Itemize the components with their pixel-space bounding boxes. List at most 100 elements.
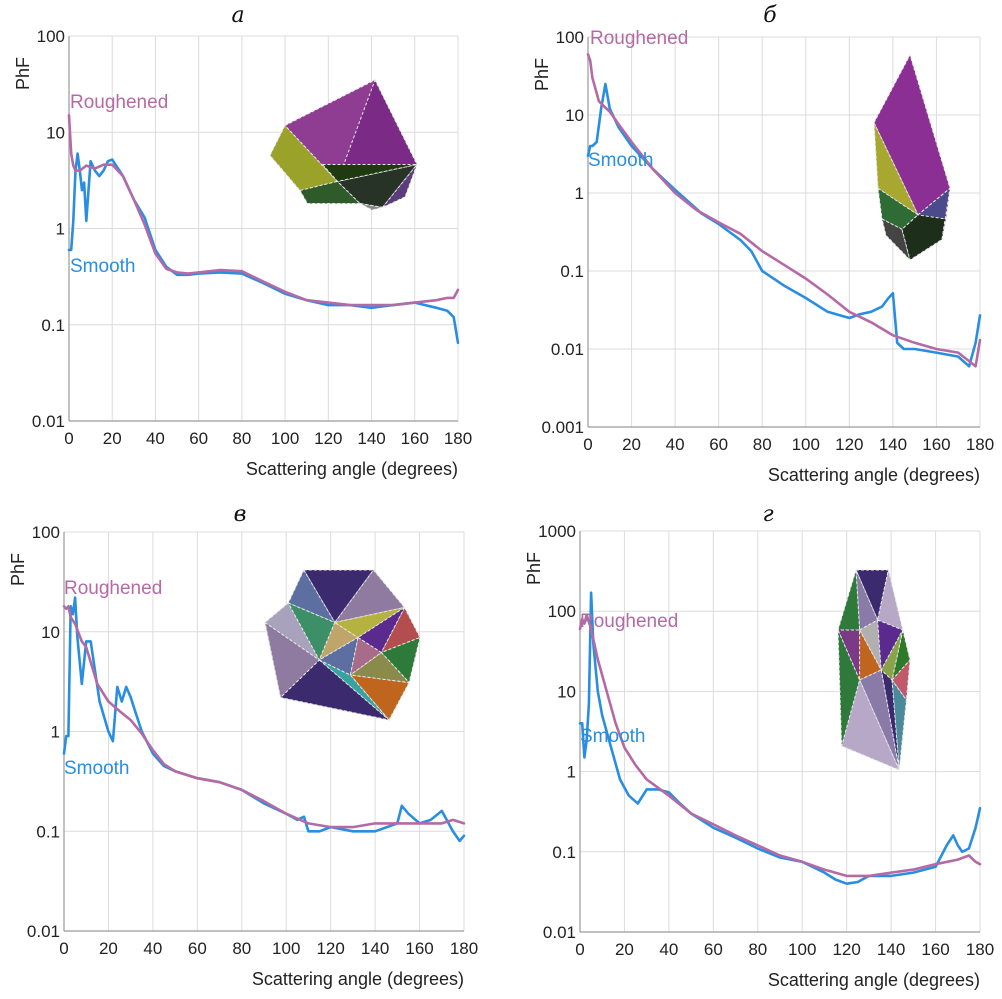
series-line-smooth (586, 82, 982, 368)
crystal-facet (279, 659, 391, 721)
panel-letter: а (231, 3, 244, 28)
x-tick-label: 120 (835, 435, 863, 454)
series-label-roughened: Roughened (580, 611, 678, 632)
crystal-facet (333, 569, 406, 624)
crystal-facet (858, 669, 900, 771)
series-label-roughened: Roughened (64, 578, 162, 599)
series-line-roughened (578, 613, 982, 878)
crystal-illustration (269, 78, 419, 211)
crystal-facet (837, 569, 861, 631)
y-tick-label: 1 (56, 220, 65, 239)
x-tick-label: 80 (232, 939, 251, 958)
series-line-smooth (578, 591, 982, 886)
series-line-roughened (586, 52, 982, 368)
x-tick-label: 80 (748, 940, 767, 959)
series-label-smooth: Smooth (580, 726, 645, 747)
x-tick-label: 20 (99, 939, 118, 958)
y-tick-label: 0.1 (36, 822, 60, 841)
x-tick-label: 180 (966, 940, 994, 959)
x-tick-label: 120 (832, 940, 860, 959)
x-tick-label: 140 (879, 435, 907, 454)
x-tick-label: 60 (709, 435, 728, 454)
x-tick-label: 80 (753, 435, 772, 454)
series-line-roughened (67, 114, 460, 307)
crystal-facet (382, 164, 418, 208)
y-tick-label: 100 (548, 602, 576, 621)
x-axis-label: Scattering angle (degrees) (768, 465, 980, 485)
x-axis-label: Scattering angle (degrees) (252, 969, 464, 989)
x-tick-label: 140 (361, 939, 389, 958)
x-tick-label: 180 (444, 429, 472, 448)
crystal-facet (837, 629, 861, 747)
series-label-smooth: Smooth (70, 256, 135, 277)
x-tick-label: 100 (272, 939, 300, 958)
x-tick-label: 0 (575, 940, 584, 959)
x-tick-label: 180 (966, 435, 994, 454)
x-tick-label: 0 (59, 939, 68, 958)
x-axis-label: Scattering angle (degrees) (246, 459, 458, 479)
crystal-facet (357, 606, 406, 654)
y-tick-label: 1 (51, 723, 60, 742)
y-tick-label: 100 (37, 27, 65, 46)
crystal-facet (318, 636, 359, 676)
x-tick-label: 40 (143, 939, 162, 958)
crystal-facet (841, 678, 901, 771)
crystal-illustration (264, 568, 421, 721)
x-tick-label: 60 (188, 939, 207, 958)
x-tick-label: 180 (450, 939, 478, 958)
x-tick-label: 120 (316, 939, 344, 958)
y-tick-label: 0.01 (543, 923, 576, 942)
crystal-facet (881, 218, 911, 262)
chart-panel-1: 0 20 40 60 80 100 120 140 160 180 0.01 0.1 1 10 100 Sca… (13, 3, 472, 479)
x-tick-label: 80 (232, 429, 251, 448)
x-tick-label: 0 (64, 429, 73, 448)
x-tick-label: 40 (659, 940, 678, 959)
x-tick-label: 100 (788, 940, 816, 959)
x-tick-label: 100 (792, 435, 820, 454)
x-tick-label: 0 (583, 435, 592, 454)
x-tick-label: 60 (704, 940, 723, 959)
y-tick-label: 0.1 (560, 262, 584, 281)
y-tick-label: 10 (46, 123, 65, 142)
crystal-facet (941, 188, 951, 240)
y-axis-label: PhF (524, 552, 544, 585)
panel-letter: г (762, 502, 773, 527)
series-label-roughened: Roughened (590, 28, 688, 49)
y-tick-label: 1 (567, 763, 576, 782)
y-axis-label: PhF (532, 58, 552, 91)
x-tick-label: 160 (405, 939, 433, 958)
chart-panel-2: 0 20 40 60 80 100 120 140 160 180 0.001 0.01 0.1 1 10 1… (532, 3, 994, 485)
x-tick-label: 120 (314, 429, 342, 448)
x-tick-label: 20 (103, 429, 122, 448)
crystal-facet (333, 607, 405, 639)
series-label-roughened: Roughened (70, 92, 168, 113)
panel-letter: б (763, 3, 777, 28)
x-tick-label: 160 (921, 940, 949, 959)
series-line-roughened (62, 604, 466, 829)
x-tick-label: 20 (615, 940, 634, 959)
crystal-facet (348, 651, 411, 684)
series-label-smooth: Smooth (588, 150, 653, 171)
y-tick-label: 0.01 (27, 922, 60, 941)
crystal-facet (877, 619, 904, 672)
panel-letter: в (234, 502, 247, 527)
y-tick-label: 0.01 (32, 412, 65, 431)
crystal-facet (877, 187, 919, 230)
crystal-facet (264, 621, 321, 699)
series-label-smooth: Smooth (64, 758, 129, 779)
y-tick-label: 10 (557, 682, 576, 701)
x-tick-label: 140 (877, 940, 905, 959)
crystal-facet (891, 629, 911, 682)
x-axis-label: Scattering angle (degrees) (768, 970, 980, 990)
x-tick-label: 40 (666, 435, 685, 454)
crystal-facet (321, 164, 418, 182)
x-tick-label: 160 (922, 435, 950, 454)
crystal-illustration (837, 569, 911, 771)
crystal-facet (264, 602, 320, 661)
y-axis-label: PhF (13, 57, 33, 90)
y-tick-label: 0.1 (552, 843, 576, 862)
y-tick-label: 1000 (538, 522, 576, 541)
x-tick-label: 20 (622, 435, 641, 454)
x-tick-label: 40 (146, 429, 165, 448)
